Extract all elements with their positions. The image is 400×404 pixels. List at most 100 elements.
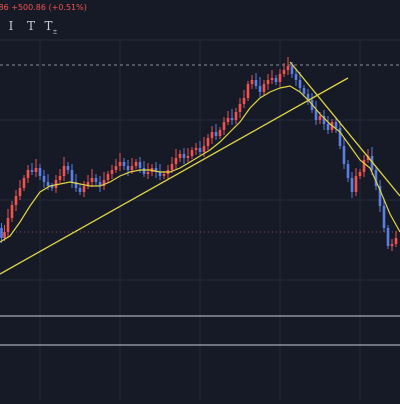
trendline xyxy=(0,77,349,275)
candle-body xyxy=(190,150,194,156)
candle-body xyxy=(350,178,354,192)
candle-body xyxy=(158,172,162,176)
candle-body xyxy=(326,124,330,130)
candle-body xyxy=(170,164,174,170)
candle-body xyxy=(194,148,198,150)
candle-body xyxy=(214,132,218,136)
candle-body xyxy=(282,70,286,74)
cursor-tool-label: I xyxy=(8,19,14,33)
candle-body xyxy=(3,232,6,238)
candle-body xyxy=(14,196,18,205)
candle-body xyxy=(362,160,366,172)
text-note-tool-icon[interactable]: T± xyxy=(44,19,58,39)
text-note-tool-sub: ± xyxy=(52,28,58,36)
drawing-toolbar: I T T± xyxy=(4,19,58,39)
candle-body xyxy=(78,188,82,192)
text-note-tool-label: T xyxy=(44,19,53,33)
trendline xyxy=(289,61,400,197)
candle-body xyxy=(222,122,226,130)
text-tool-label: T xyxy=(26,19,35,33)
candle-body xyxy=(198,148,202,152)
candle-body xyxy=(82,186,86,192)
candle-body xyxy=(178,154,182,158)
candle-body xyxy=(318,116,322,120)
candle-body xyxy=(182,154,186,158)
candle-body xyxy=(306,94,310,100)
candle-body xyxy=(374,170,378,186)
candle-body xyxy=(346,164,350,178)
candle-body xyxy=(50,186,54,188)
candle-body xyxy=(210,132,214,138)
candle-body xyxy=(114,166,118,170)
candle-body xyxy=(390,244,394,246)
candle-body xyxy=(394,238,398,244)
candle-body xyxy=(142,168,146,174)
candle-body xyxy=(138,162,142,168)
candle-body xyxy=(226,118,230,122)
candle-body xyxy=(242,98,246,104)
candle-body xyxy=(246,84,250,98)
candle-body xyxy=(74,182,78,188)
candle-body xyxy=(42,176,46,182)
candle-body xyxy=(26,170,30,178)
candle-body xyxy=(206,138,210,146)
candle-body xyxy=(38,168,42,176)
candle-body xyxy=(126,166,130,170)
candle-body xyxy=(382,206,386,228)
candle-body xyxy=(354,176,358,192)
candle-body xyxy=(118,162,122,166)
candle-body xyxy=(6,218,10,232)
candle-body xyxy=(298,80,302,88)
candle-body xyxy=(286,66,290,70)
candle-body xyxy=(122,162,126,166)
candle-body xyxy=(154,168,158,172)
candle-body xyxy=(342,146,346,164)
candle-body xyxy=(338,128,342,146)
candle-body xyxy=(386,228,390,246)
candle-body xyxy=(234,112,238,120)
candle-body xyxy=(0,228,3,238)
candle-body xyxy=(266,80,270,84)
candle-body xyxy=(258,86,262,92)
moving-average-line xyxy=(0,85,400,243)
candle-body xyxy=(370,156,374,170)
candle-body xyxy=(262,84,266,92)
candle-body xyxy=(46,182,50,186)
candle-body xyxy=(230,118,234,120)
candle-body xyxy=(66,166,70,170)
candle-body xyxy=(102,180,106,186)
candle-body xyxy=(278,74,282,82)
text-tool-icon[interactable]: T xyxy=(24,19,38,39)
candle-body xyxy=(238,104,242,112)
candle-body xyxy=(254,80,258,86)
candle-body xyxy=(30,170,34,172)
candle-body xyxy=(22,178,26,188)
candle-body xyxy=(134,162,138,166)
candle-body xyxy=(174,158,178,164)
candle-body xyxy=(106,174,110,180)
price-change-header: .86 +500.86 (+0.51%) xyxy=(0,3,87,12)
candle-body xyxy=(202,146,206,152)
candle-body xyxy=(334,122,338,128)
candle-body xyxy=(322,116,326,124)
candle-body xyxy=(70,170,74,182)
candle-body xyxy=(294,74,298,80)
price-change-text: .86 +500.86 (+0.51%) xyxy=(0,3,87,12)
candle-body xyxy=(218,130,222,136)
cursor-tool-icon[interactable]: I xyxy=(4,19,18,39)
candle-body xyxy=(98,182,102,186)
candle-body xyxy=(94,178,98,182)
candle-body xyxy=(290,66,294,74)
candle-body xyxy=(186,156,190,158)
candle-body xyxy=(270,78,274,80)
candle-body xyxy=(86,182,90,186)
candle-body xyxy=(146,172,150,174)
candle-body xyxy=(378,186,382,206)
candle-body xyxy=(10,205,14,218)
candle-body xyxy=(302,88,306,94)
candle-body xyxy=(358,172,362,176)
candle-body xyxy=(162,174,166,176)
candle-body xyxy=(314,110,318,120)
